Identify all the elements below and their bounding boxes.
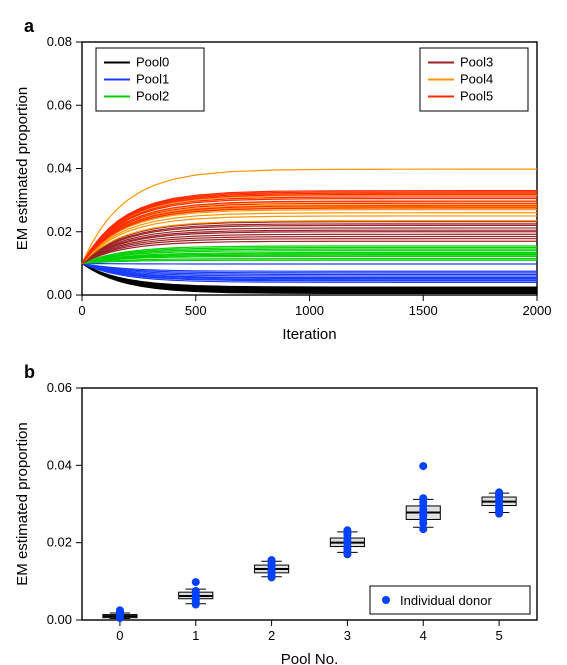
panel-a-xlabel: Iteration — [282, 326, 336, 343]
curve-Pool2 — [82, 260, 537, 263]
x-tick-label: 0 — [78, 303, 85, 318]
y-tick-label: 0.00 — [47, 612, 72, 627]
x-tick-label: 0 — [116, 628, 123, 643]
donor-point — [116, 606, 124, 614]
donor-point — [419, 462, 427, 470]
y-tick-label: 0.02 — [47, 224, 72, 239]
legend-label: Pool5 — [460, 89, 493, 104]
x-tick-label: 5 — [495, 628, 502, 643]
legend-label: Pool0 — [136, 55, 169, 70]
x-tick-label: 3 — [344, 628, 351, 643]
legend-label: Pool4 — [460, 72, 493, 87]
y-tick-label: 0.04 — [47, 457, 72, 472]
x-tick-label: 4 — [420, 628, 427, 643]
x-tick-label: 1500 — [409, 303, 438, 318]
legend-label: Pool2 — [136, 89, 169, 104]
donor-point — [192, 578, 200, 586]
x-tick-label: 1000 — [295, 303, 324, 318]
y-tick-label: 0.04 — [47, 161, 72, 176]
curve-Pool1 — [82, 263, 537, 264]
donor-point — [268, 556, 276, 564]
x-tick-label: 500 — [185, 303, 207, 318]
donor-point — [343, 526, 351, 534]
legend-label: Pool1 — [136, 72, 169, 87]
figure-svg: a 0 500 1000 1500 2000 0.00 0.02 0.04 0.06 0.08 Ite… — [0, 0, 567, 665]
y-tick-label: 0.02 — [47, 535, 72, 550]
x-tick-label: 2000 — [523, 303, 552, 318]
legend-point-icon — [382, 596, 390, 604]
donor-point — [419, 494, 427, 502]
panel-b-axes — [82, 388, 537, 620]
donor-point — [495, 488, 503, 496]
panel-b-xlabel: Pool No. — [281, 651, 339, 665]
x-tick-label: 2 — [268, 628, 275, 643]
donor-point — [192, 587, 200, 595]
panel-a-ylabel: EM estimated proportion — [14, 87, 31, 250]
panel-a-label: a — [24, 16, 35, 36]
y-tick-label: 0.06 — [47, 380, 72, 395]
y-tick-label: 0.06 — [47, 97, 72, 112]
x-tick-label: 1 — [192, 628, 199, 643]
panel-b-label: b — [24, 362, 35, 382]
y-tick-label: 0.08 — [47, 34, 72, 49]
legend-label-b: Individual donor — [400, 593, 492, 608]
legend-label: Pool3 — [460, 55, 493, 70]
y-tick-label: 0.00 — [47, 287, 72, 302]
panel-b-ylabel: EM estimated proportion — [14, 422, 31, 585]
